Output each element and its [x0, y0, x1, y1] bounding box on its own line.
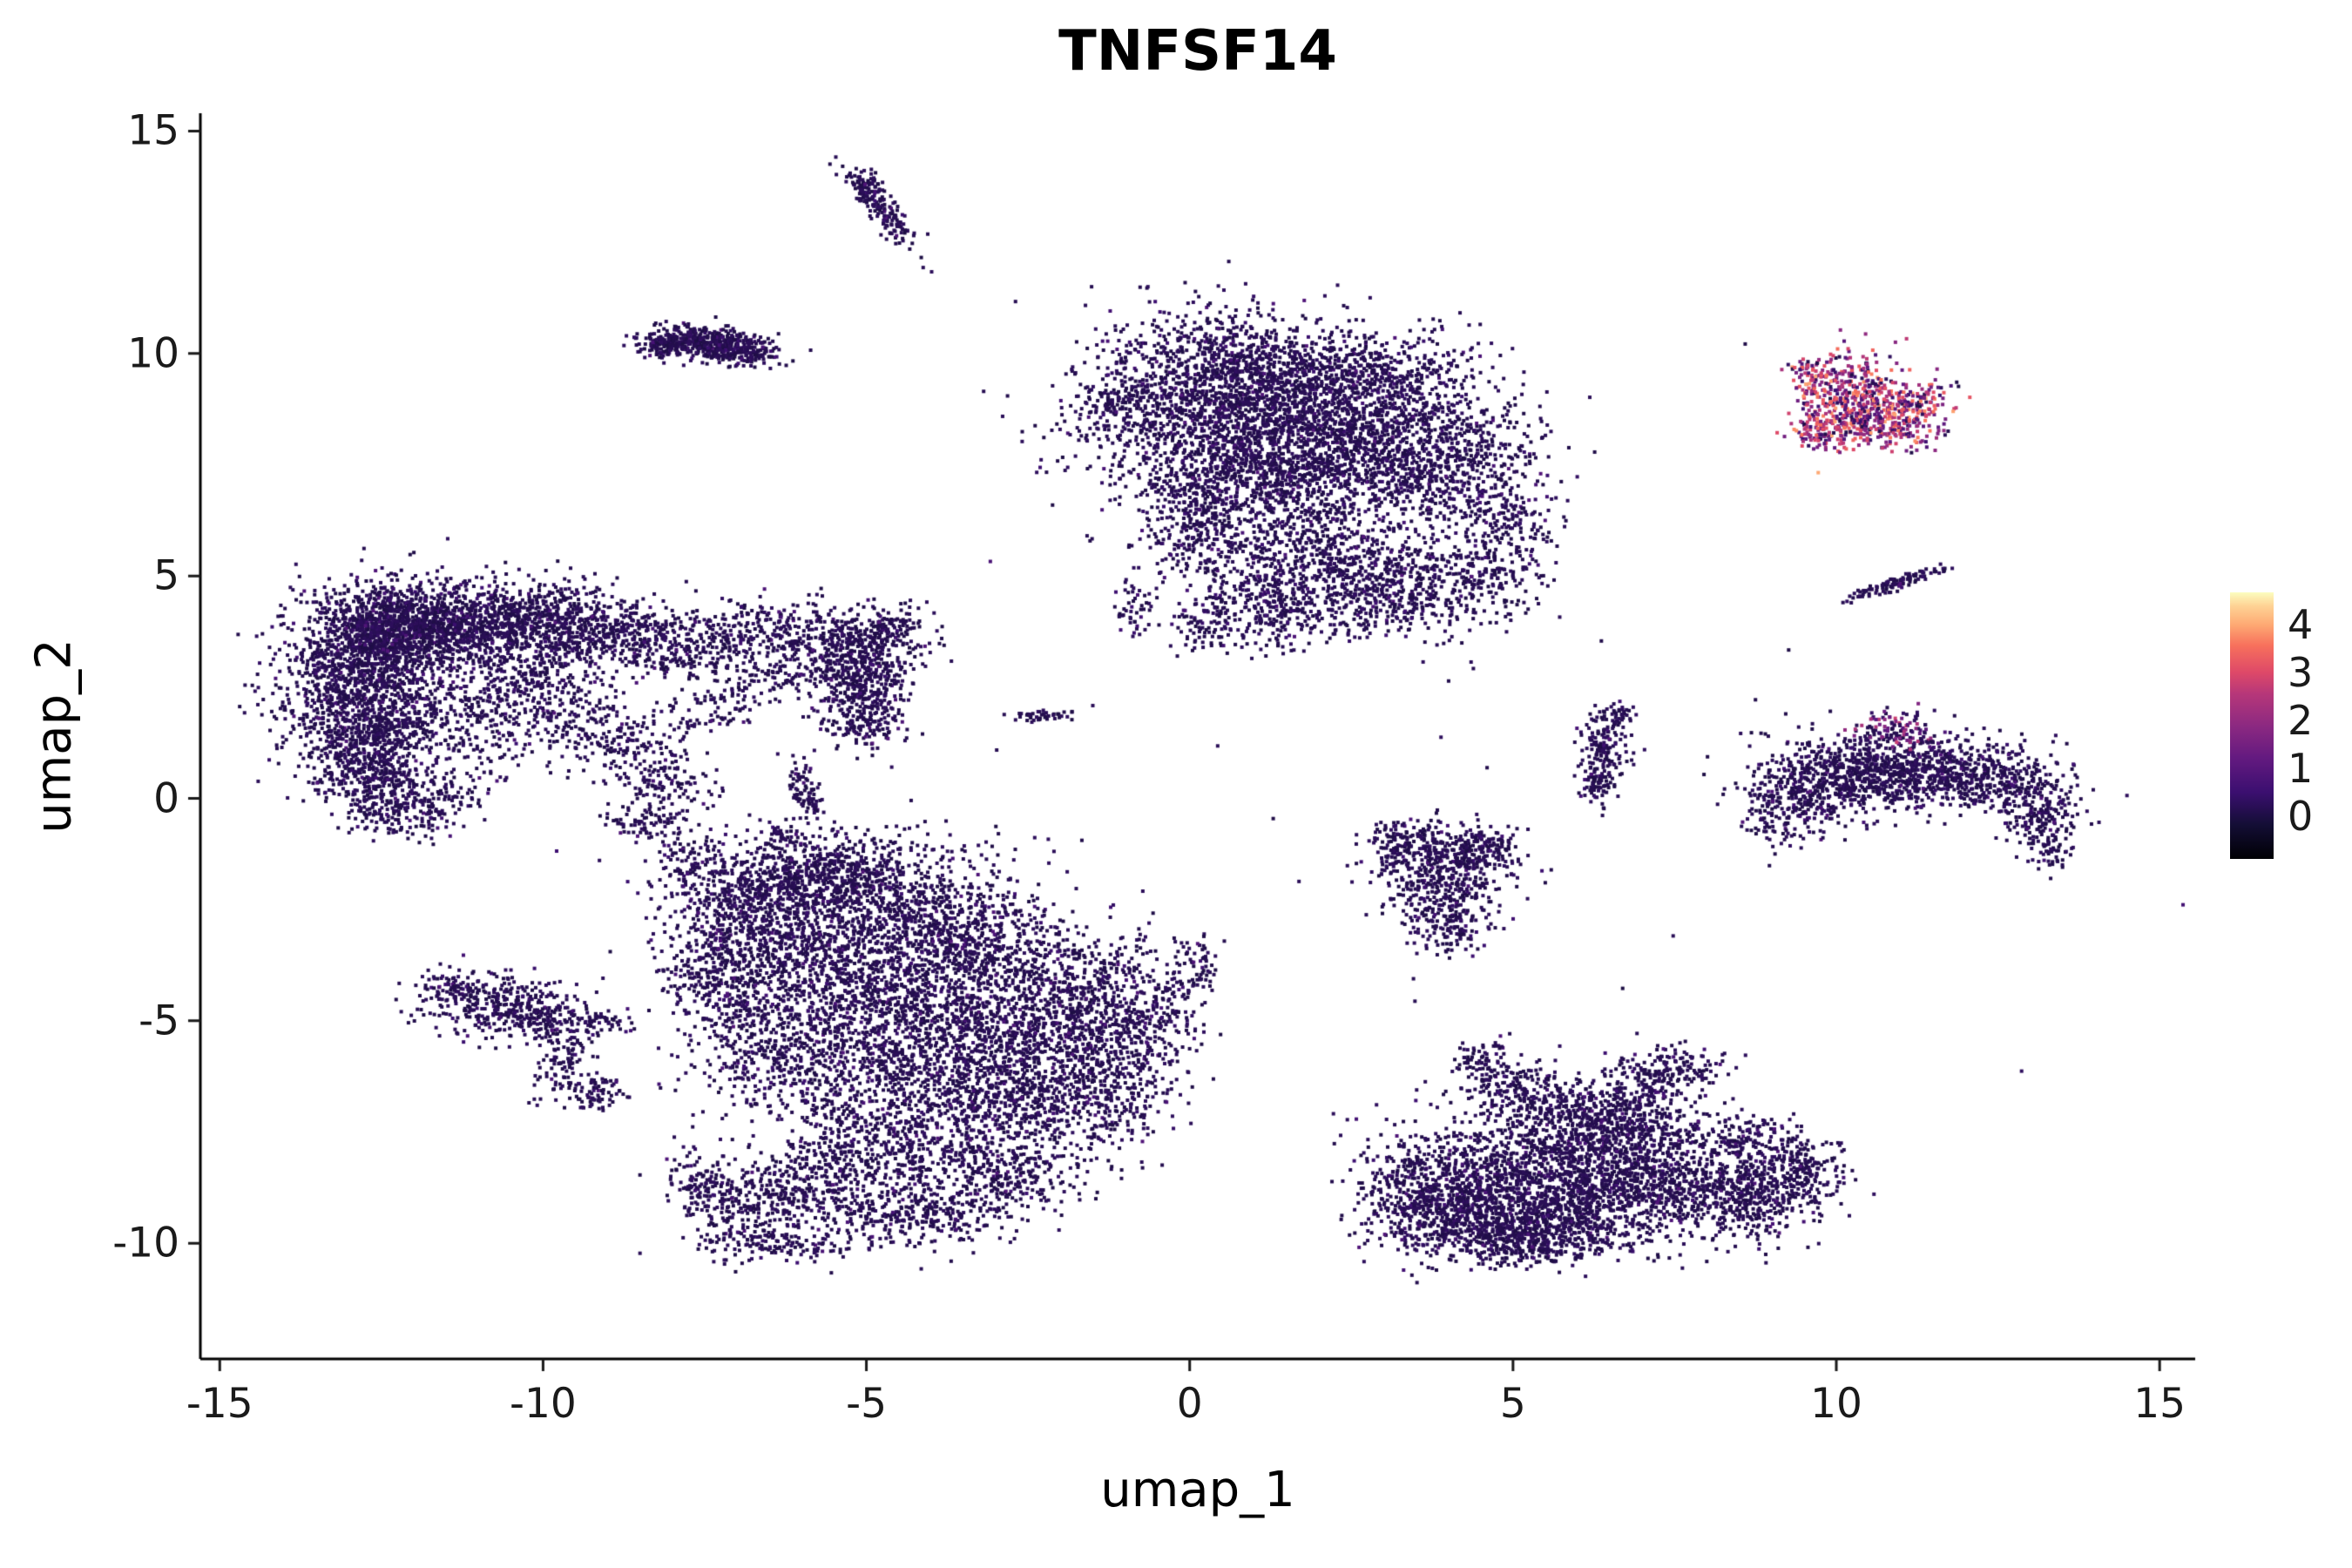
y-tick-label: 5 — [153, 551, 179, 600]
x-tick-label: -10 — [510, 1380, 577, 1428]
y-tick-label: 0 — [153, 774, 179, 822]
x-tick-label: -5 — [846, 1380, 887, 1428]
x-tick-label: 10 — [1810, 1380, 1862, 1428]
colorbar-tick-label: 3 — [2288, 648, 2314, 696]
colorbar-tick-label: 2 — [2288, 696, 2314, 744]
plot-title: TNFSF14 — [1058, 19, 1337, 84]
x-tick-label: 15 — [2133, 1380, 2186, 1428]
x-axis-label: umap_1 — [1100, 1462, 1295, 1518]
x-tick-label: 0 — [1176, 1380, 1203, 1428]
x-tick-label: 5 — [1499, 1380, 1526, 1428]
colorbar-tick-label: 4 — [2288, 600, 2314, 648]
y-tick-label: 10 — [127, 329, 179, 378]
y-tick-label: -5 — [139, 997, 179, 1045]
y-tick-label: -10 — [112, 1219, 179, 1267]
colorbar-gradient — [2230, 592, 2274, 859]
colorbar-tick-label: 0 — [2288, 793, 2314, 841]
y-axis-label: umap_2 — [25, 639, 83, 834]
y-tick-label: 15 — [127, 106, 179, 155]
x-tick-label: -15 — [186, 1380, 253, 1428]
colorbar-tick-label: 1 — [2288, 744, 2314, 792]
